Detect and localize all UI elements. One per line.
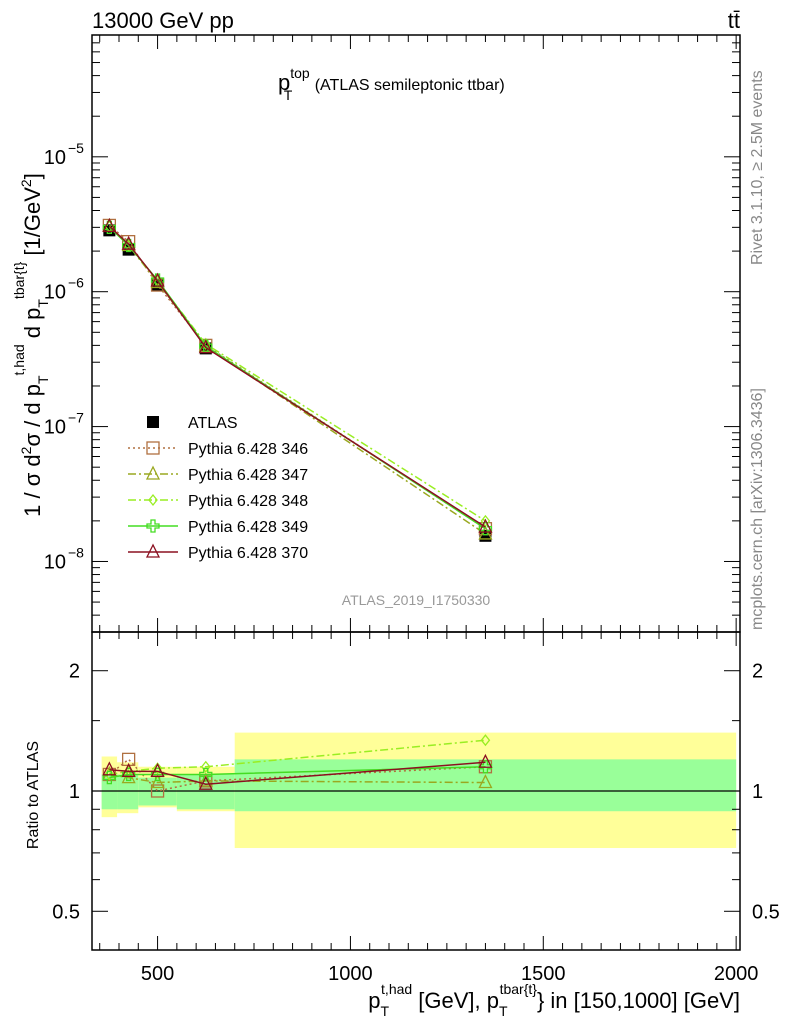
data-point xyxy=(104,768,115,781)
y-axis-label-ratio: Ratio to ATLAS xyxy=(25,741,42,849)
y-tick-label: 10 xyxy=(44,147,66,169)
data-point xyxy=(150,774,165,789)
data-point xyxy=(478,760,493,774)
y-tick-label-exp: −7 xyxy=(68,410,84,426)
legend-entry: Pythia 6.428 349 xyxy=(128,519,308,536)
legend-marker xyxy=(145,465,161,480)
legend-marker xyxy=(147,416,159,428)
band-green xyxy=(234,759,737,812)
series-line xyxy=(108,225,486,528)
data-point xyxy=(478,774,493,789)
watermark: ATLAS_2019_I1750330 xyxy=(342,592,491,608)
y-tick-label: 0.5 xyxy=(52,901,80,923)
band-green xyxy=(117,774,139,810)
y-tick-label-right: 1 xyxy=(752,781,763,803)
data-point xyxy=(152,762,163,775)
legend-marker xyxy=(148,493,158,507)
legend-label: Pythia 6.428 347 xyxy=(188,467,308,484)
x-tick-label: 1500 xyxy=(521,963,566,985)
series-line xyxy=(109,773,486,784)
data-point xyxy=(121,234,136,249)
main-frame xyxy=(91,34,741,633)
legend-label: Pythia 6.428 370 xyxy=(188,545,308,562)
legend-label: ATLAS xyxy=(188,415,238,432)
series-line xyxy=(109,761,486,785)
header-right: tt̄ xyxy=(728,8,740,33)
data-point xyxy=(150,272,165,287)
y-tick-label: 2 xyxy=(69,661,80,683)
y-tick-label: 10 xyxy=(44,417,66,439)
legend: ATLAS Pythia 6.428 346 Pythia 6.428 347 Pyt… xyxy=(128,415,308,562)
y-tick-label: 10 xyxy=(44,282,66,304)
legend-entry: ATLAS xyxy=(147,415,238,432)
data-point xyxy=(478,525,493,540)
legend-marker xyxy=(146,441,160,455)
data-point xyxy=(478,753,493,768)
header-left: 13000 GeV pp xyxy=(92,8,234,33)
plot-title: ptop T (ATLAS semileptonic ttbar) xyxy=(278,65,505,103)
x-tick-label: 2000 xyxy=(714,963,759,985)
legend-entry: Pythia 6.428 370 xyxy=(128,543,308,562)
data-point xyxy=(102,217,117,233)
y-tick-label: 1 xyxy=(69,781,80,803)
data-point xyxy=(102,761,117,776)
ratio-panel: 500 1000 1500 2000 0.5 0.5 1 1 2 2 Ratio to ATLAS xyxy=(25,631,780,985)
x-tick-label: 500 xyxy=(141,963,174,985)
mcplots-label: mcplots.cern.ch [arXiv:1306.3436] xyxy=(749,388,766,630)
data-point xyxy=(200,760,211,773)
y-tick-label-exp: −6 xyxy=(68,275,84,291)
data-point xyxy=(121,238,136,253)
y-axis-label-main: 1 / σ d2σ / d pTt,had d pTtbar{t} [1/GeV… xyxy=(11,173,51,517)
y-tick-label-right: 2 xyxy=(752,661,763,683)
y-tick-label: 10 xyxy=(44,551,66,573)
data-point xyxy=(121,767,136,782)
data-point xyxy=(198,772,213,787)
legend-label: Pythia 6.428 348 xyxy=(188,493,308,510)
legend-marker xyxy=(146,519,160,533)
x-axis-label: pTt,had [GeV], pTtbar{t}} in [150,1000] … xyxy=(368,981,740,1019)
legend-label: Pythia 6.428 346 xyxy=(188,441,308,458)
legend-label: Pythia 6.428 349 xyxy=(188,519,308,536)
data-point xyxy=(478,518,493,533)
main-panel: 10−810−710−610−5 ptop T (ATLAS semilepton… xyxy=(11,34,741,633)
data-point xyxy=(121,762,136,777)
legend-entry: Pythia 6.428 346 xyxy=(128,441,308,458)
data-point xyxy=(478,522,493,536)
y-tick-label-exp: −5 xyxy=(68,140,84,156)
data-point xyxy=(150,762,165,777)
data-point xyxy=(480,734,491,747)
legend-marker xyxy=(145,543,161,558)
data-point xyxy=(480,514,491,527)
data-point xyxy=(102,770,117,785)
data-point xyxy=(150,784,165,798)
data-point xyxy=(102,220,117,234)
y-tick-label-exp: −8 xyxy=(68,544,84,560)
data-point xyxy=(198,339,213,354)
band-green xyxy=(101,774,118,810)
legend-entry: Pythia 6.428 348 xyxy=(128,493,308,510)
data-point xyxy=(198,775,213,790)
data-point xyxy=(121,235,136,250)
y-tick-label-right: 0.5 xyxy=(752,901,780,923)
legend-entry: Pythia 6.428 347 xyxy=(128,465,308,484)
x-tick-label: 1000 xyxy=(328,963,373,985)
rivet-label: Rivet 3.1.10, ≥ 2.5M events xyxy=(749,70,766,265)
series-line xyxy=(108,225,486,535)
